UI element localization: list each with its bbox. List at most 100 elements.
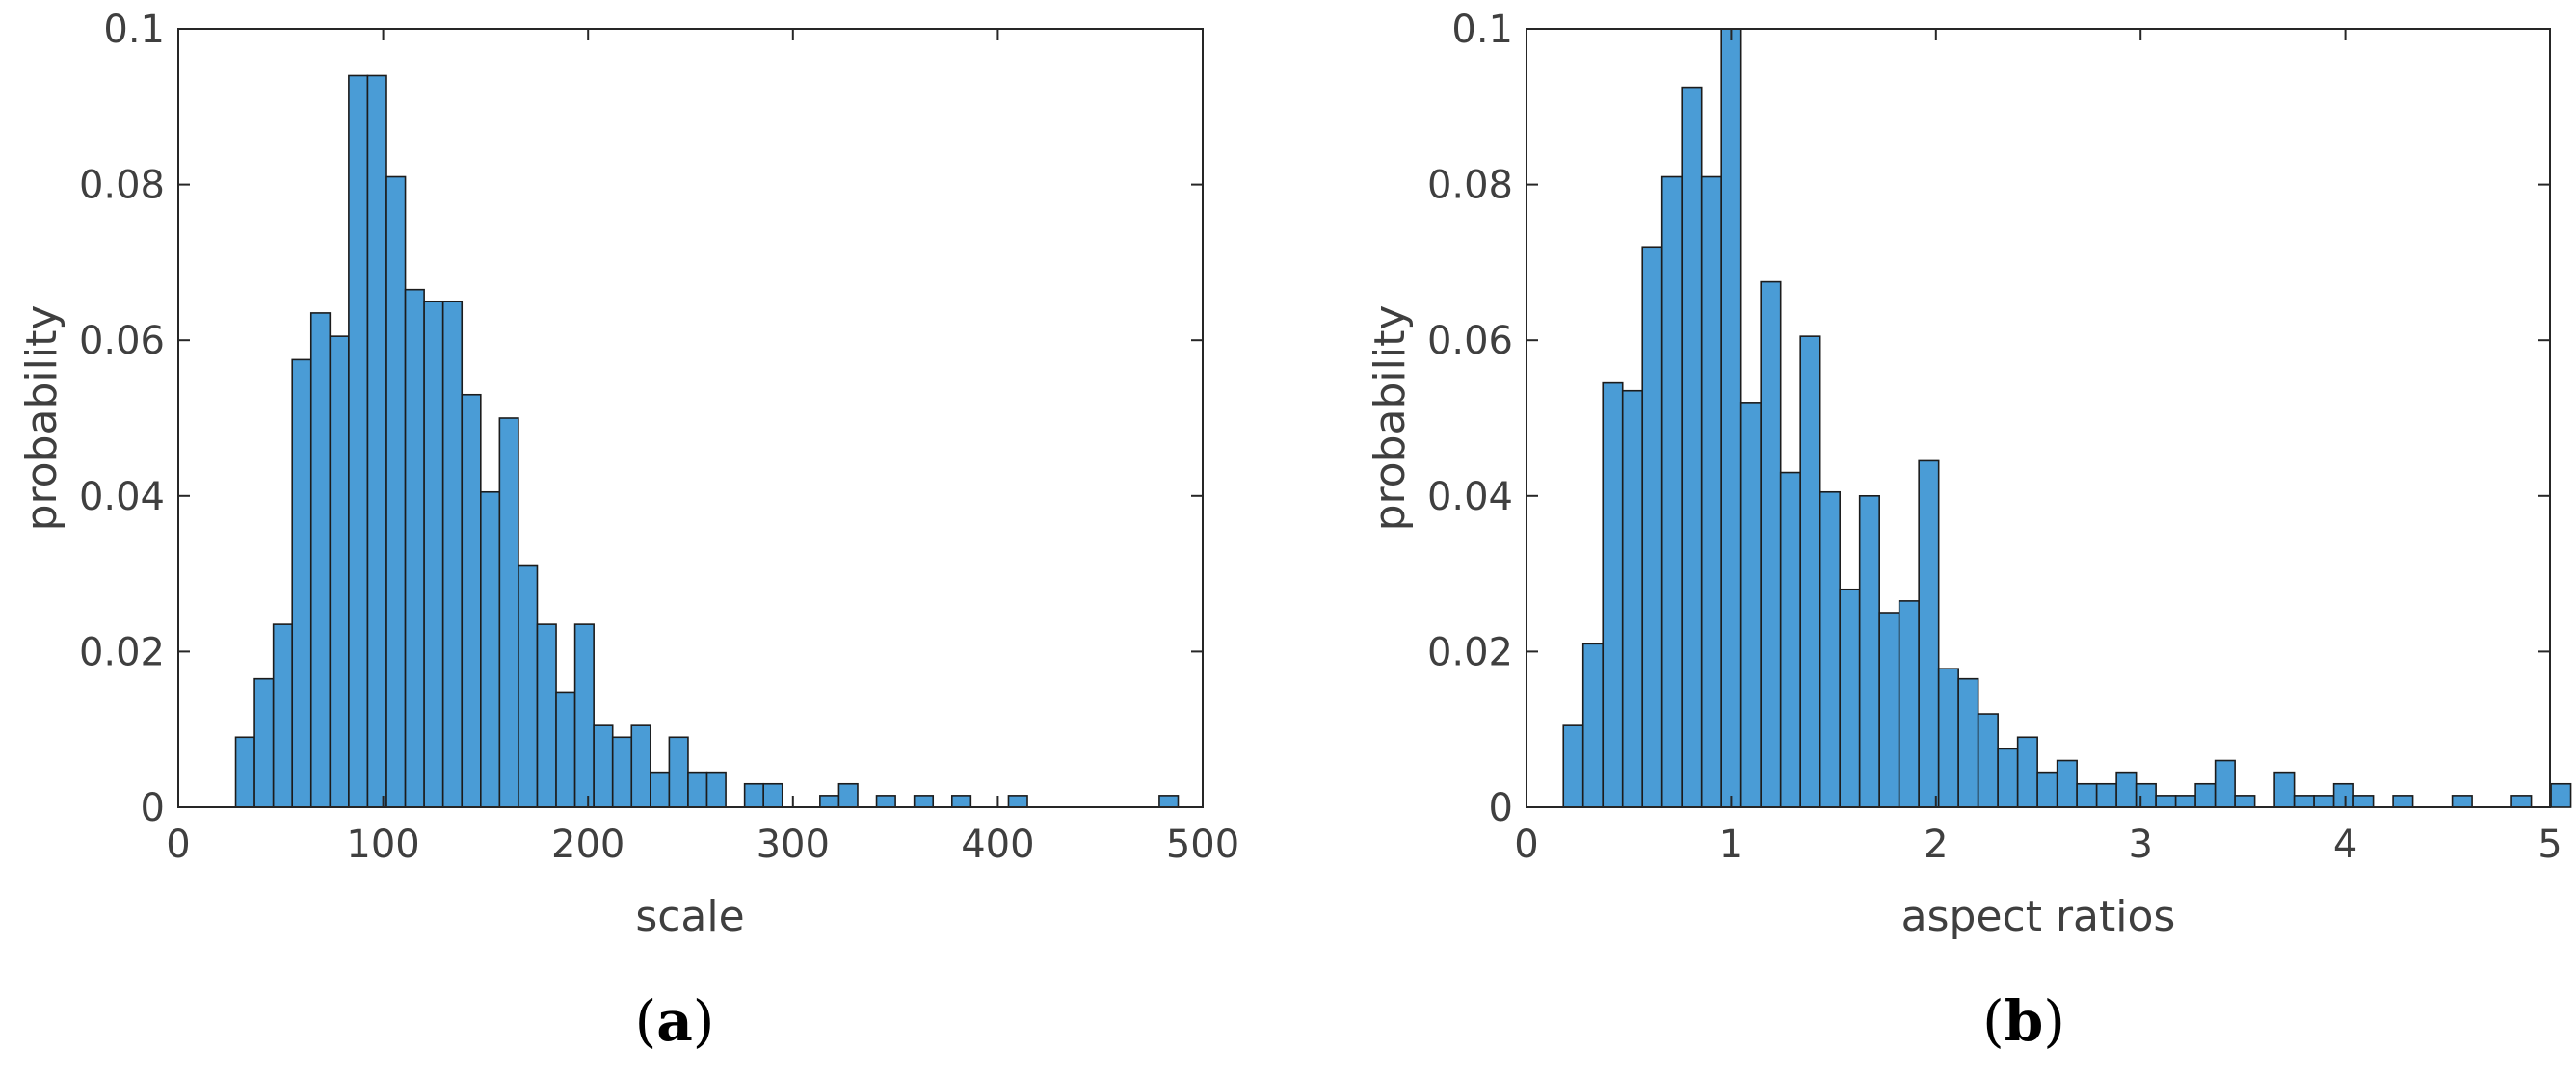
histogram-bar-b-25 bbox=[2056, 759, 2078, 808]
histogram-bar-b-40 bbox=[2352, 795, 2375, 808]
histogram-bar-b-36 bbox=[2273, 771, 2296, 808]
panel-label-a: (a) bbox=[635, 988, 715, 1054]
histogram-bar-a-12 bbox=[461, 393, 482, 808]
histogram-bar-a-19 bbox=[593, 724, 614, 808]
histogram-bar-a-24 bbox=[687, 771, 708, 808]
histogram-bar-a-23 bbox=[668, 736, 689, 808]
histogram-bar-a-22 bbox=[650, 771, 671, 808]
histogram-bar-b-42 bbox=[2392, 795, 2414, 808]
histogram-bar-b-12 bbox=[1799, 335, 1821, 808]
x-tick-label-b-3: 3 bbox=[2128, 823, 2152, 867]
x-tick-label-a-5: 500 bbox=[1166, 823, 1239, 867]
histogram-bar-b-14 bbox=[1839, 588, 1861, 808]
y-axis-label-a: probability bbox=[17, 305, 66, 532]
histogram-bar-a-9 bbox=[404, 288, 425, 808]
x-tick-label-b-0: 0 bbox=[1514, 823, 1538, 867]
histogram-bar-b-29 bbox=[2135, 782, 2157, 808]
histogram-bar-a-10 bbox=[423, 300, 444, 808]
histogram-bar-a-28 bbox=[762, 782, 783, 808]
bars-b bbox=[1562, 28, 2572, 808]
histogram-bar-b-21 bbox=[1977, 713, 1999, 808]
histogram-bar-a-31 bbox=[819, 795, 840, 808]
histogram-bar-b-4 bbox=[1641, 246, 1663, 808]
x-tick-label-b-5: 5 bbox=[2537, 823, 2562, 867]
histogram-bar-b-13 bbox=[1819, 490, 1841, 808]
histogram-bar-b-9 bbox=[1739, 402, 1762, 808]
histogram-bar-a-7 bbox=[366, 74, 387, 808]
histogram-bar-b-2 bbox=[1602, 381, 1624, 808]
y-tick-label-b-3: 0.06 bbox=[1427, 319, 1513, 363]
histogram-bar-b-24 bbox=[2036, 771, 2058, 808]
histogram-bar-b-22 bbox=[1997, 748, 2019, 808]
histogram-bar-a-49 bbox=[1158, 795, 1180, 808]
histogram-bar-b-8 bbox=[1720, 28, 1742, 808]
histogram-bar-a-5 bbox=[329, 335, 350, 808]
y-tick-label-a-0: 0 bbox=[141, 786, 165, 830]
histogram-bar-a-20 bbox=[611, 736, 633, 808]
histogram-bar-b-30 bbox=[2155, 795, 2177, 808]
y-tick-label-b-2: 0.04 bbox=[1427, 475, 1513, 519]
histogram-bar-b-32 bbox=[2194, 782, 2217, 808]
x-tick-label-a-0: 0 bbox=[166, 823, 190, 867]
histogram-bar-b-15 bbox=[1858, 494, 1880, 808]
histogram-bar-b-7 bbox=[1700, 175, 1723, 808]
x-tick-label-b-4: 4 bbox=[2333, 823, 2357, 867]
histogram-bar-b-23 bbox=[2016, 736, 2038, 808]
y-tick-label-a-4: 0.08 bbox=[79, 164, 165, 208]
histogram-bar-a-4 bbox=[309, 312, 332, 808]
y-tick-label-a-2: 0.04 bbox=[79, 475, 165, 519]
histogram-bar-b-45 bbox=[2451, 795, 2473, 808]
x-tick-label-a-4: 400 bbox=[961, 823, 1034, 867]
histogram-bar-b-20 bbox=[1957, 677, 1979, 808]
histogram-bar-b-5 bbox=[1660, 175, 1684, 808]
histogram-bar-a-14 bbox=[498, 417, 519, 808]
histogram-panel-b: 0 0.02 0.04 0.06 0.08 0.1 0 1 2 3 4 5 aspect ratio… bbox=[1366, 8, 2572, 1054]
histogram-bar-b-18 bbox=[1918, 459, 1940, 808]
y-tick-label-a-5: 0.1 bbox=[103, 8, 165, 52]
histogram-panel-a: 0 0.02 0.04 0.06 0.08 0.1 0 100 200 300 400 500 sc… bbox=[17, 8, 1239, 1054]
histogram-bar-b-28 bbox=[2115, 771, 2138, 808]
histogram-bar-a-36 bbox=[913, 795, 935, 808]
panel-label-a-letter: a bbox=[656, 988, 693, 1054]
histogram-bar-b-39 bbox=[2332, 782, 2354, 808]
histogram-bar-b-34 bbox=[2234, 795, 2256, 808]
y-tick-label-b-5: 0.1 bbox=[1451, 8, 1513, 52]
axes-box-b bbox=[1526, 28, 2551, 808]
histogram-bar-a-2 bbox=[272, 623, 294, 808]
histogram-bar-a-34 bbox=[875, 795, 896, 808]
histogram-bar-b-0 bbox=[1562, 724, 1584, 808]
histogram-bar-b-26 bbox=[2076, 782, 2098, 808]
histogram-bar-b-27 bbox=[2095, 782, 2117, 808]
histogram-bar-b-48 bbox=[2510, 795, 2533, 808]
histogram-bar-b-50 bbox=[2550, 782, 2572, 808]
histogram-bar-b-19 bbox=[1937, 668, 1959, 808]
histogram-bar-a-1 bbox=[253, 677, 275, 808]
histogram-bar-b-33 bbox=[2214, 759, 2236, 808]
y-tick-label-b-0: 0 bbox=[1489, 786, 1513, 830]
x-tick-label-a-1: 100 bbox=[346, 823, 419, 867]
panel-label-b-letter: b bbox=[2005, 988, 2044, 1054]
histogram-bar-a-17 bbox=[555, 691, 576, 808]
x-tick-label-b-2: 2 bbox=[1924, 823, 1948, 867]
histogram-bar-b-10 bbox=[1760, 280, 1782, 808]
histogram-bar-b-37 bbox=[2293, 795, 2315, 808]
histogram-bar-a-32 bbox=[837, 782, 859, 808]
histogram-bar-a-16 bbox=[536, 623, 557, 808]
histogram-bar-a-8 bbox=[385, 175, 407, 808]
histogram-bar-b-17 bbox=[1898, 600, 1920, 808]
x-tick-label-a-3: 300 bbox=[757, 823, 830, 867]
x-tick-label-a-2: 200 bbox=[551, 823, 624, 867]
x-ticks-b: 0 1 2 3 4 5 bbox=[1514, 29, 2563, 867]
histogram-bar-a-41 bbox=[1007, 795, 1028, 808]
histogram-bar-a-18 bbox=[573, 623, 595, 808]
histogram-bar-a-21 bbox=[630, 724, 651, 808]
histogram-bar-a-25 bbox=[705, 771, 727, 808]
y-tick-label-a-3: 0.06 bbox=[79, 319, 165, 363]
histogram-bar-b-31 bbox=[2174, 795, 2196, 808]
histogram-bar-a-13 bbox=[479, 490, 501, 808]
histogram-bar-a-38 bbox=[950, 795, 972, 808]
panel-label-b: (b) bbox=[1982, 988, 2065, 1054]
histogram-bar-b-6 bbox=[1681, 86, 1703, 808]
y-tick-label-a-1: 0.02 bbox=[79, 630, 165, 674]
